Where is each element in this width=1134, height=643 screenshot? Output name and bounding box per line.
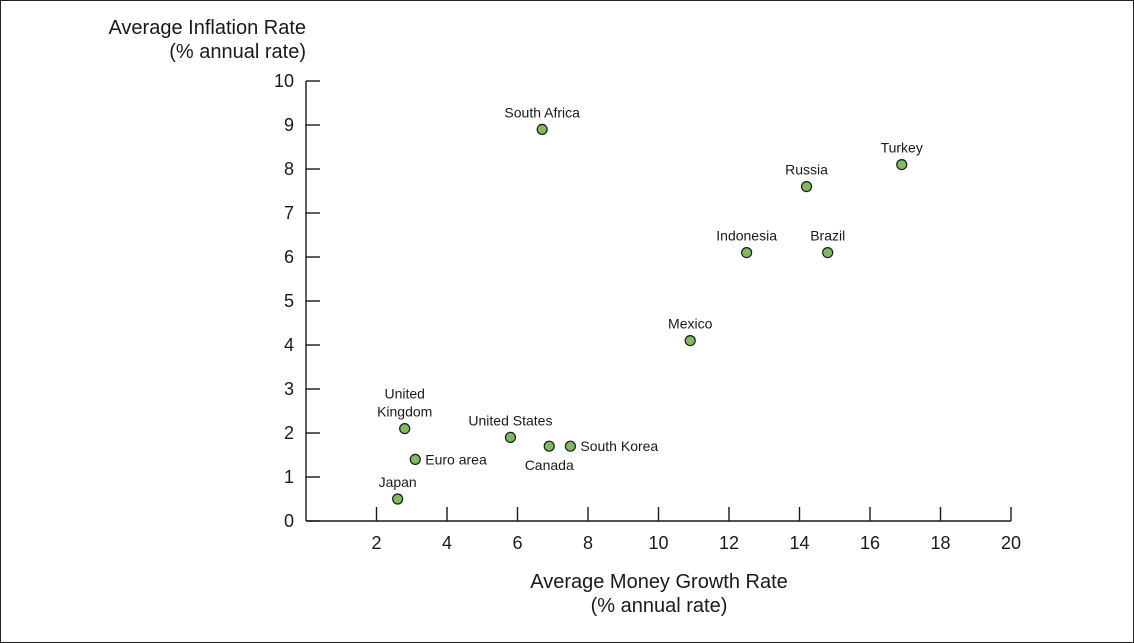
x-tick-label: 6 [512, 533, 522, 553]
x-tick-label: 16 [860, 533, 880, 553]
y-tick-label: 10 [274, 71, 294, 91]
y-tick-label: 4 [284, 335, 294, 355]
data-point [564, 440, 576, 452]
point-label: United [384, 386, 424, 402]
point-label: Euro area [425, 451, 487, 467]
y-tick-label: 8 [284, 159, 294, 179]
y-tick-label: 7 [284, 203, 294, 223]
y-tick-label: 6 [284, 247, 294, 267]
point-label: Mexico [668, 316, 713, 332]
y-tick-label: 9 [284, 115, 294, 135]
data-points [392, 123, 908, 505]
y-tick-label: 2 [284, 423, 294, 443]
data-point [896, 159, 908, 171]
point-label: Canada [525, 457, 574, 473]
x-tick-label: 18 [930, 533, 950, 553]
point-label: United States [468, 412, 552, 428]
data-point [822, 247, 834, 259]
x-tick-label: 20 [1001, 533, 1021, 553]
point-label: Indonesia [716, 228, 777, 244]
y-axis-ticks: 0 1 2 3 4 5 6 7 8 9 10 [274, 71, 320, 531]
point-label: Turkey [881, 140, 923, 156]
y-axis-title-line: Average Inflation Rate [108, 17, 306, 39]
point-label: Japan [379, 474, 417, 490]
y-tick-label: 1 [284, 467, 294, 487]
y-axis-title: Average Inflation Rate(% annual rate) [108, 17, 306, 63]
data-point [504, 431, 517, 443]
y-tick-label: 0 [284, 511, 294, 531]
y-tick-label: 3 [284, 379, 294, 399]
data-point [741, 247, 753, 259]
data-point [536, 123, 548, 135]
x-axis-ticks: 2 4 6 8 10 12 14 16 18 20 [371, 507, 1021, 553]
x-axis-title-line: Average Money Growth Rate [530, 571, 788, 593]
data-point [392, 493, 404, 505]
point-label: Kingdom [377, 404, 432, 420]
x-tick-label: 2 [371, 533, 381, 553]
x-axis-title: Average Money Growth Rate(% annual rate) [530, 571, 788, 617]
point-label: South Korea [580, 438, 658, 454]
data-point [800, 181, 813, 193]
y-tick-label: 5 [284, 291, 294, 311]
data-point [409, 453, 421, 465]
x-tick-label: 14 [789, 533, 809, 553]
x-tick-label: 8 [583, 533, 593, 553]
data-point [543, 440, 555, 452]
x-tick-label: 12 [719, 533, 739, 553]
x-tick-label: 10 [648, 533, 668, 553]
point-label: Brazil [810, 228, 845, 244]
x-tick-label: 4 [442, 533, 452, 553]
point-label: Russia [785, 162, 828, 178]
y-axis-title-line: (% annual rate) [169, 41, 306, 63]
data-point [399, 423, 411, 435]
point-labels: South Africa Turkey Russia Indonesia Brazil M… [377, 104, 923, 490]
point-label: South Africa [504, 104, 580, 120]
data-point [684, 335, 696, 347]
x-axis-title-line: (% annual rate) [591, 595, 728, 617]
